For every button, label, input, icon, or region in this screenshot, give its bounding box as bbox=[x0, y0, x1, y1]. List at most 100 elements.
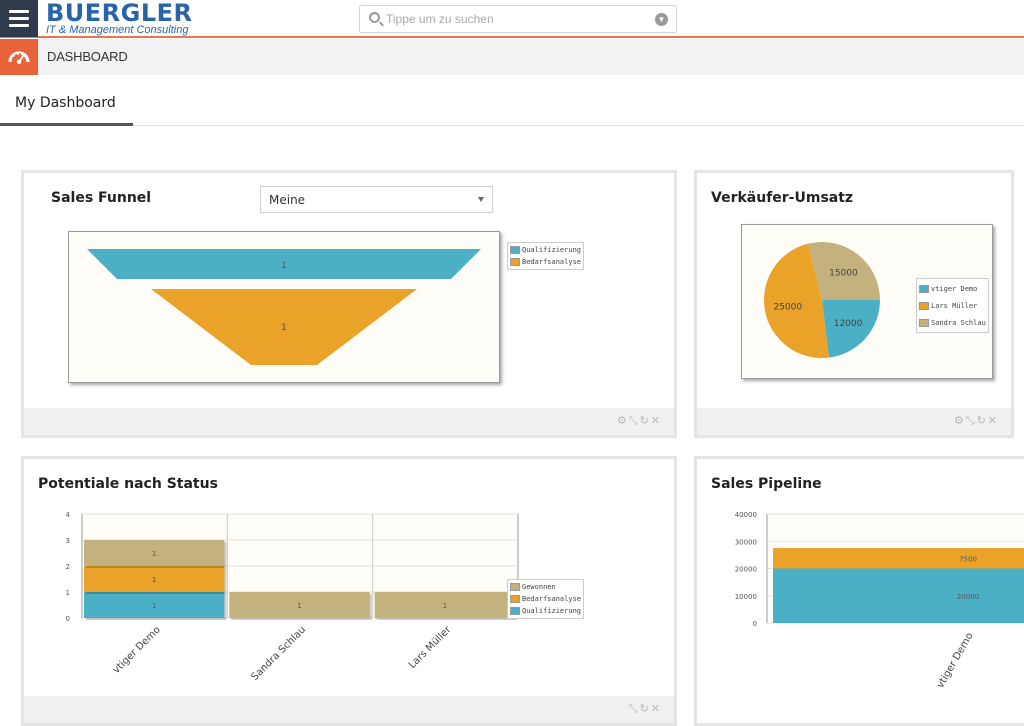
legend-swatch bbox=[510, 258, 520, 266]
bar-value-label: 1 bbox=[152, 602, 156, 610]
bar-segment[interactable] bbox=[773, 548, 1024, 569]
module-title[interactable]: DASHBOARD bbox=[47, 49, 128, 64]
bar-segment[interactable] bbox=[229, 592, 370, 618]
bar-value-label: 7500 bbox=[959, 555, 977, 563]
module-bar: DASHBOARD bbox=[0, 39, 1024, 75]
y-tick-label: 3 bbox=[66, 537, 70, 545]
legend-label: Sandra Schlau bbox=[931, 318, 986, 327]
bar-value-label: 1 bbox=[152, 550, 156, 558]
legend-item[interactable]: vtiger Demo bbox=[919, 280, 986, 297]
pie-slice-label: 15000 bbox=[829, 269, 858, 279]
legend-swatch bbox=[919, 301, 929, 310]
dashboard-icon[interactable] bbox=[0, 39, 38, 75]
refresh-icon[interactable]: ↻ bbox=[639, 703, 649, 715]
bar-value-label: 1 bbox=[443, 602, 447, 610]
y-tick-label: 2 bbox=[66, 563, 70, 571]
y-tick-label: 1 bbox=[66, 589, 70, 597]
search-input[interactable] bbox=[386, 10, 646, 28]
funnel-filter-select[interactable]: Meine bbox=[260, 186, 493, 213]
funnel-segment-bedarfsanalyse[interactable] bbox=[151, 289, 417, 365]
legend-label: Qualifizierung bbox=[522, 246, 582, 254]
pie-slice[interactable] bbox=[764, 243, 829, 358]
logo-main-text: BUERGLER bbox=[46, 0, 193, 27]
x-tick-label: Lars Müller bbox=[407, 624, 454, 671]
pipeline-bar-chart: 0 10000 20000 30000 40000 20000 7500 vtiger Dem… bbox=[735, 511, 1024, 690]
funnel-value-label: 1 bbox=[281, 261, 287, 271]
widget-sales-pipeline: Sales Pipeline 0 10000 20000 30000 40000 2000… bbox=[694, 456, 1024, 726]
legend-label: vtiger Demo bbox=[931, 284, 978, 293]
bar-value-label: 1 bbox=[152, 576, 156, 584]
tab-my-dashboard[interactable]: My Dashboard bbox=[0, 75, 133, 126]
widget-footer: ⚙ ⤡ ↻ ✕ bbox=[24, 408, 674, 435]
funnel-segment-qualifizierung[interactable] bbox=[87, 249, 481, 279]
legend-item[interactable]: Gewonnen bbox=[510, 581, 581, 593]
pie-svg: 12000 25000 15000 bbox=[764, 242, 880, 358]
pie-slice-label: 12000 bbox=[834, 319, 863, 329]
funnel-plot: 1 1 bbox=[68, 231, 500, 383]
y-tick-label: 40000 bbox=[735, 511, 757, 519]
bar-segment[interactable] bbox=[84, 566, 225, 592]
pie-slice-label: 25000 bbox=[773, 302, 802, 312]
pie-slice[interactable] bbox=[808, 242, 880, 300]
legend-swatch bbox=[510, 246, 520, 254]
company-logo[interactable]: BUERGLER IT & Management Consulting bbox=[46, 0, 193, 36]
widget-verkaeufer-umsatz: Verkäufer-Umsatz 12000 25000 15000 vtiger … bbox=[694, 170, 1014, 438]
expand-icon[interactable]: ⤡ bbox=[628, 703, 638, 715]
widget-sales-funnel: Sales Funnel Meine 1 1 Qualifizierung Be… bbox=[21, 170, 677, 438]
x-tick-label: vtiger Demo bbox=[935, 631, 976, 690]
y-tick-label: 4 bbox=[66, 511, 71, 519]
status-bar-chart: 0 1 2 3 4 1 1 1 vtiger Demo 1 Sandra Schlau 1 Lars M… bbox=[66, 511, 519, 683]
gear-icon[interactable]: ⚙ bbox=[616, 415, 627, 427]
menu-icon[interactable] bbox=[0, 0, 38, 37]
legend-item[interactable]: Qualifizierung bbox=[510, 605, 581, 617]
search-icon bbox=[369, 12, 380, 23]
bar-value-label: 20000 bbox=[957, 593, 979, 601]
bar-segment[interactable] bbox=[84, 540, 225, 566]
y-tick-label: 20000 bbox=[735, 566, 757, 574]
refresh-icon[interactable]: ↻ bbox=[976, 415, 986, 427]
widget-title: Sales Funnel bbox=[51, 190, 152, 206]
legend-item[interactable]: Sandra Schlau bbox=[919, 314, 986, 331]
legend-swatch bbox=[919, 284, 929, 293]
x-tick-label: Sandra Schlau bbox=[249, 624, 308, 683]
close-icon[interactable]: ✕ bbox=[650, 703, 660, 715]
logo-sub-text: IT & Management Consulting bbox=[46, 24, 189, 36]
bar-value-label: 1 bbox=[297, 602, 301, 610]
expand-icon[interactable]: ⤡ bbox=[965, 415, 975, 427]
widget-footer: ⚙ ⤡ ↻ ✕ bbox=[697, 408, 1011, 435]
legend-item[interactable]: Lars Müller bbox=[919, 297, 986, 314]
expand-icon[interactable]: ⤡ bbox=[628, 415, 638, 427]
funnel-legend: Qualifizierung Bedarfsanalyse bbox=[507, 242, 585, 270]
chevron-down-icon[interactable]: ▼ bbox=[655, 13, 668, 26]
top-bar: BUERGLER IT & Management Consulting ▼ bbox=[0, 0, 1024, 38]
widget-footer: ⤡ ↻ ✕ bbox=[24, 696, 674, 723]
legend-swatch bbox=[510, 583, 520, 591]
pie-plot: 12000 25000 15000 bbox=[741, 224, 993, 379]
legend-item[interactable]: Bedarfsanalyse bbox=[510, 256, 581, 268]
close-icon[interactable]: ✕ bbox=[650, 415, 660, 427]
y-tick-label: 0 bbox=[66, 615, 70, 623]
gear-icon[interactable]: ⚙ bbox=[953, 415, 964, 427]
dashboard-tabs: My Dashboard bbox=[0, 75, 1024, 126]
legend-swatch bbox=[510, 607, 520, 615]
legend-item[interactable]: Bedarfsanalyse bbox=[510, 593, 581, 605]
bar-segment[interactable] bbox=[773, 568, 1024, 624]
legend-swatch bbox=[919, 318, 929, 327]
legend-swatch bbox=[510, 595, 520, 603]
y-tick-label: 30000 bbox=[735, 538, 757, 546]
funnel-value-label: 1 bbox=[281, 323, 287, 333]
legend-label: Gewonnen bbox=[522, 583, 556, 591]
legend-label: Bedarfsanalyse bbox=[522, 595, 582, 603]
close-icon[interactable]: ✕ bbox=[987, 415, 997, 427]
legend-label: Bedarfsanalyse bbox=[522, 258, 582, 266]
bar-segment[interactable] bbox=[84, 592, 225, 618]
x-tick-label: vtiger Demo bbox=[111, 624, 163, 676]
pie-slice[interactable] bbox=[822, 300, 880, 358]
global-search[interactable]: ▼ bbox=[359, 5, 677, 33]
refresh-icon[interactable]: ↻ bbox=[639, 415, 649, 427]
legend-item[interactable]: Qualifizierung bbox=[510, 244, 581, 256]
legend-label: Lars Müller bbox=[931, 301, 978, 310]
bar-segment[interactable] bbox=[374, 592, 515, 618]
chevron-down-icon bbox=[478, 197, 484, 202]
select-value: Meine bbox=[269, 193, 306, 207]
